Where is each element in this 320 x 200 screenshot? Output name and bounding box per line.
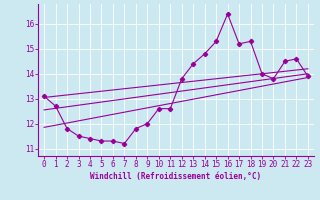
X-axis label: Windchill (Refroidissement éolien,°C): Windchill (Refroidissement éolien,°C)	[91, 172, 261, 181]
